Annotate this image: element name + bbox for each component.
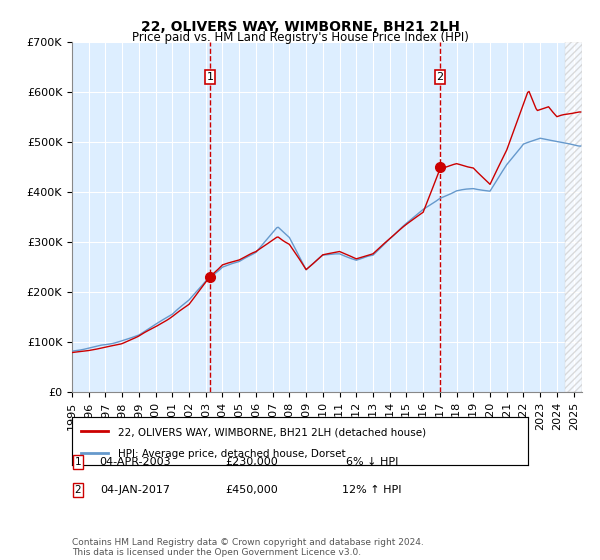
Text: 04-APR-2003: 04-APR-2003 (99, 457, 171, 467)
Text: 1: 1 (74, 457, 82, 467)
Text: 2: 2 (74, 485, 82, 495)
Text: HPI: Average price, detached house, Dorset: HPI: Average price, detached house, Dors… (118, 449, 345, 459)
Text: £230,000: £230,000 (226, 457, 278, 467)
Text: Price paid vs. HM Land Registry's House Price Index (HPI): Price paid vs. HM Land Registry's House … (131, 31, 469, 44)
Text: £450,000: £450,000 (226, 485, 278, 495)
Text: 04-JAN-2017: 04-JAN-2017 (100, 485, 170, 495)
Text: 12% ↑ HPI: 12% ↑ HPI (342, 485, 402, 495)
Text: 6% ↓ HPI: 6% ↓ HPI (346, 457, 398, 467)
Text: 22, OLIVERS WAY, WIMBORNE, BH21 2LH: 22, OLIVERS WAY, WIMBORNE, BH21 2LH (140, 20, 460, 34)
Text: 1: 1 (206, 72, 214, 82)
Text: 22, OLIVERS WAY, WIMBORNE, BH21 2LH (detached house): 22, OLIVERS WAY, WIMBORNE, BH21 2LH (det… (118, 427, 426, 437)
Text: Contains HM Land Registry data © Crown copyright and database right 2024.
This d: Contains HM Land Registry data © Crown c… (72, 538, 424, 557)
Text: 2: 2 (436, 72, 443, 82)
